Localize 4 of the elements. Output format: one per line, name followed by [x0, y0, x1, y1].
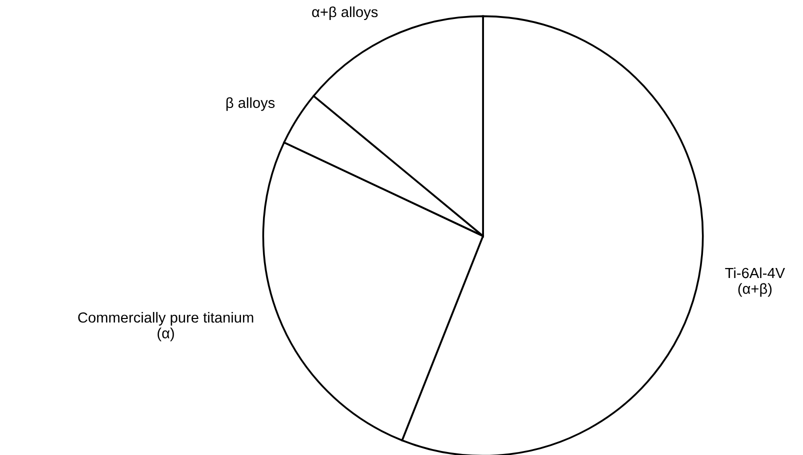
slice-label: β alloys [226, 97, 275, 111]
slice-label: α+β alloys [312, 6, 378, 20]
slice-label: Ti-6Al-4V (α+β) [725, 267, 785, 297]
slice-label: Commercially pure titanium (α) [78, 312, 254, 342]
